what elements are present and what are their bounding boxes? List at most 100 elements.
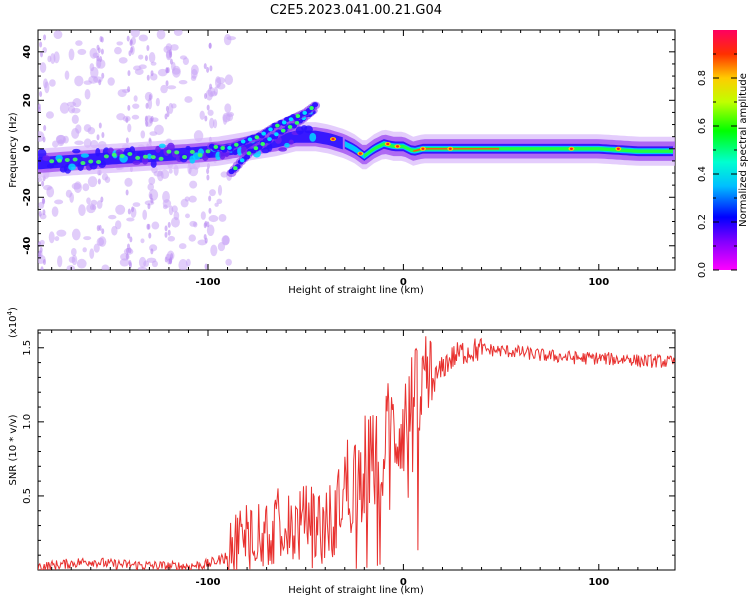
- spectrogram-ticks: -100 0 100 40 20 0 -20 -40: [22, 30, 675, 288]
- ridge-speckle: [185, 145, 191, 150]
- ridge-green-dot: [166, 149, 172, 154]
- noise-streak: [39, 41, 43, 48]
- noise-blob: [185, 213, 190, 219]
- ridge-speckle: [267, 143, 273, 152]
- noise-blob: [73, 181, 82, 194]
- noise-streak: [129, 40, 133, 47]
- x-tick-label: 0: [400, 577, 407, 588]
- noise-blob: [191, 64, 199, 76]
- noise-blob: [132, 103, 140, 109]
- noise-blob: [168, 168, 173, 174]
- noise-streak: [96, 134, 100, 141]
- noise-blob: [96, 59, 106, 69]
- noise-blob: [216, 82, 226, 90]
- ridge-green: [364, 142, 673, 158]
- noise-streak: [206, 104, 210, 111]
- spectrogram-panel: -100 0 100 40 20 0 -20 -40 Height of straight l…: [8, 29, 676, 296]
- noise-streak: [101, 72, 105, 79]
- bright-spot-core: [569, 147, 573, 150]
- noise-blob: [178, 79, 188, 85]
- ridge-speckle: [303, 125, 313, 134]
- noise-blob: [224, 74, 234, 86]
- noise-streak: [203, 63, 207, 70]
- bright-spot-core: [386, 142, 390, 146]
- ridge-speckle: [237, 146, 243, 156]
- branch-highlight: [227, 145, 232, 150]
- noise-blob: [86, 197, 91, 205]
- noise-blob: [200, 211, 206, 220]
- noise-blob: [157, 170, 164, 182]
- noise-streak: [150, 248, 154, 255]
- noise-blob: [71, 247, 77, 257]
- noise-blob: [116, 41, 124, 46]
- snr-panel: -100 0 100 0.5 1.0 1.5 Height of straight lin…: [6, 307, 676, 596]
- noise-blob: [148, 51, 156, 63]
- noise-blob: [226, 113, 234, 122]
- noise-streak: [204, 92, 208, 99]
- noise-blob: [64, 70, 70, 80]
- noise-streak: [126, 35, 130, 42]
- ridge-green-dot: [88, 159, 94, 164]
- noise-streak: [165, 80, 169, 87]
- noise-streak: [208, 195, 212, 202]
- noise-streak: [38, 210, 42, 217]
- ridge-green-dot: [135, 155, 141, 160]
- colorbar-label: Normalized spectral amplitude: [738, 73, 749, 227]
- ridge-speckle: [284, 142, 290, 148]
- noise-blob: [188, 195, 197, 203]
- ridge-speckle: [158, 143, 166, 149]
- spectrogram-x-axis-label: Height of straight line (km): [288, 285, 424, 296]
- snr-multiplier-prefix: (x10: [8, 315, 19, 338]
- branch-highlight: [275, 123, 280, 128]
- noise-blob: [138, 54, 144, 60]
- noise-streak: [144, 55, 148, 62]
- noise-blob: [132, 202, 141, 207]
- noise-streak: [145, 120, 149, 127]
- ridge-green-dot: [197, 153, 203, 158]
- noise-blob: [84, 89, 91, 100]
- noise-streak: [43, 125, 47, 132]
- noise-blob: [124, 177, 133, 187]
- snr-multiplier-label: (x104): [6, 307, 19, 338]
- noise-streak: [39, 91, 43, 98]
- ridge-green-dot: [189, 149, 195, 154]
- noise-blob: [130, 30, 140, 38]
- noise-streak: [169, 51, 173, 58]
- noise-blob: [140, 238, 145, 244]
- noise-blob: [193, 221, 198, 228]
- noise-streak: [40, 266, 44, 270]
- noise-blob: [151, 221, 160, 230]
- noise-blob: [115, 204, 126, 215]
- noise-blob: [83, 80, 93, 85]
- noise-streak: [98, 122, 102, 129]
- noise-blob: [224, 103, 232, 113]
- noise-streak: [97, 178, 101, 185]
- noise-blob: [206, 224, 215, 237]
- noise-blob: [38, 177, 43, 183]
- branch-highlight: [261, 131, 266, 136]
- spectrogram-plot-area: [38, 30, 675, 270]
- branch-highlight: [254, 135, 260, 140]
- noise-streak: [41, 197, 45, 204]
- ridge-speckle: [166, 142, 175, 151]
- branch-highlight: [287, 124, 293, 129]
- noise-blob: [199, 110, 205, 120]
- branch-highlight: [247, 137, 253, 142]
- colorbar-tick-label: 0.6: [697, 118, 708, 134]
- noise-blob: [111, 225, 118, 236]
- branch-highlight: [309, 106, 314, 111]
- noise-streak: [125, 137, 129, 144]
- noise-streak: [209, 83, 213, 90]
- noise-blob: [69, 192, 74, 203]
- x-tick-label: -100: [195, 577, 220, 588]
- noise-blob: [205, 89, 213, 101]
- noise-blob: [133, 95, 138, 102]
- y-tick-label: -40: [22, 237, 33, 255]
- noise-blob: [178, 259, 188, 270]
- ridge-green-dot: [119, 153, 125, 158]
- y-tick-label: 1.5: [22, 340, 33, 356]
- noise-blob: [127, 123, 132, 133]
- noise-streak: [42, 209, 46, 216]
- noise-blob: [71, 107, 81, 114]
- ridge-speckle: [150, 159, 157, 168]
